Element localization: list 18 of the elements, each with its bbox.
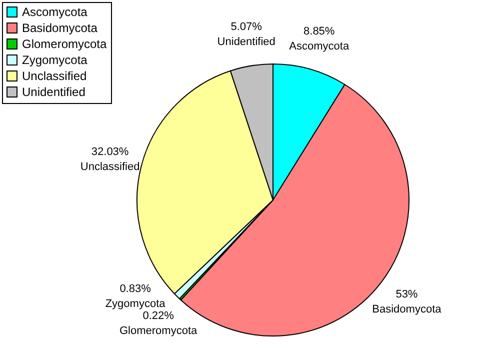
data-label: 0.83% bbox=[120, 283, 152, 296]
legend-label: Basidomycota bbox=[22, 21, 98, 35]
slice-label: Unclassified bbox=[80, 161, 140, 174]
slice-label: Unidentified bbox=[217, 36, 276, 48]
legend-label: Glomeromycota bbox=[22, 37, 108, 51]
slice-label: Basidomycota bbox=[372, 304, 442, 316]
slice-label: Ascomycota bbox=[289, 40, 350, 52]
data-label: 8.85% bbox=[304, 25, 335, 38]
legend-label: Unidentified bbox=[22, 85, 86, 99]
data-label: 32.03% bbox=[91, 146, 129, 158]
data-label: 5.07% bbox=[230, 21, 262, 34]
slice-label: Glomeromycota bbox=[119, 324, 198, 337]
legend-label: Zygomycota bbox=[22, 53, 88, 67]
legend-label: Unclassified bbox=[22, 69, 87, 83]
data-label: 0.22% bbox=[142, 310, 174, 322]
data-label: 53% bbox=[396, 288, 418, 301]
legend-label: Ascomycota bbox=[22, 5, 88, 19]
slice-label: Zygomycota bbox=[105, 298, 166, 310]
